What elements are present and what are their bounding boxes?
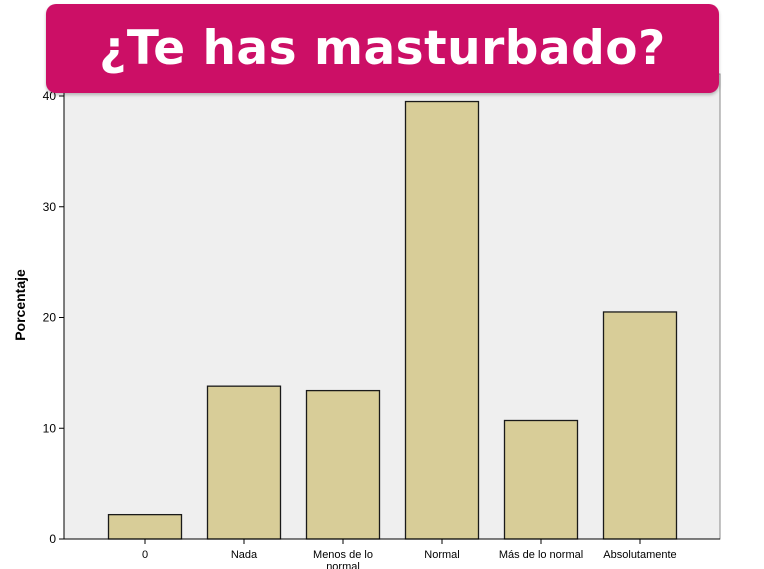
y-tick-label: 20 (43, 311, 57, 325)
bars-group (107, 100, 678, 540)
bar (305, 389, 381, 540)
x-category-label: Absolutamente (603, 549, 676, 561)
x-category-label: Nada (231, 549, 258, 561)
title-banner: ¿Te has masturbado? (46, 4, 719, 93)
y-tick-label: 30 (43, 200, 57, 214)
bar (503, 419, 579, 540)
bar (602, 311, 678, 540)
y-axis-title: Porcentaje (12, 269, 28, 341)
y-tick-label: 0 (49, 532, 56, 546)
x-category-label: Menos de lo normal (313, 549, 373, 569)
y-tick-label: 10 (43, 421, 57, 435)
x-category-label: 0 (142, 549, 148, 561)
bar (404, 100, 480, 540)
x-category-label: Normal (424, 549, 459, 561)
x-category-label: Más de lo normal (499, 549, 583, 561)
chart-title: ¿Te has masturbado? (99, 21, 666, 76)
bar (206, 385, 282, 540)
x-axis-labels: 0 Nada Menos de lo normal Normal Más de lo no… (142, 539, 677, 569)
bar (107, 513, 183, 540)
